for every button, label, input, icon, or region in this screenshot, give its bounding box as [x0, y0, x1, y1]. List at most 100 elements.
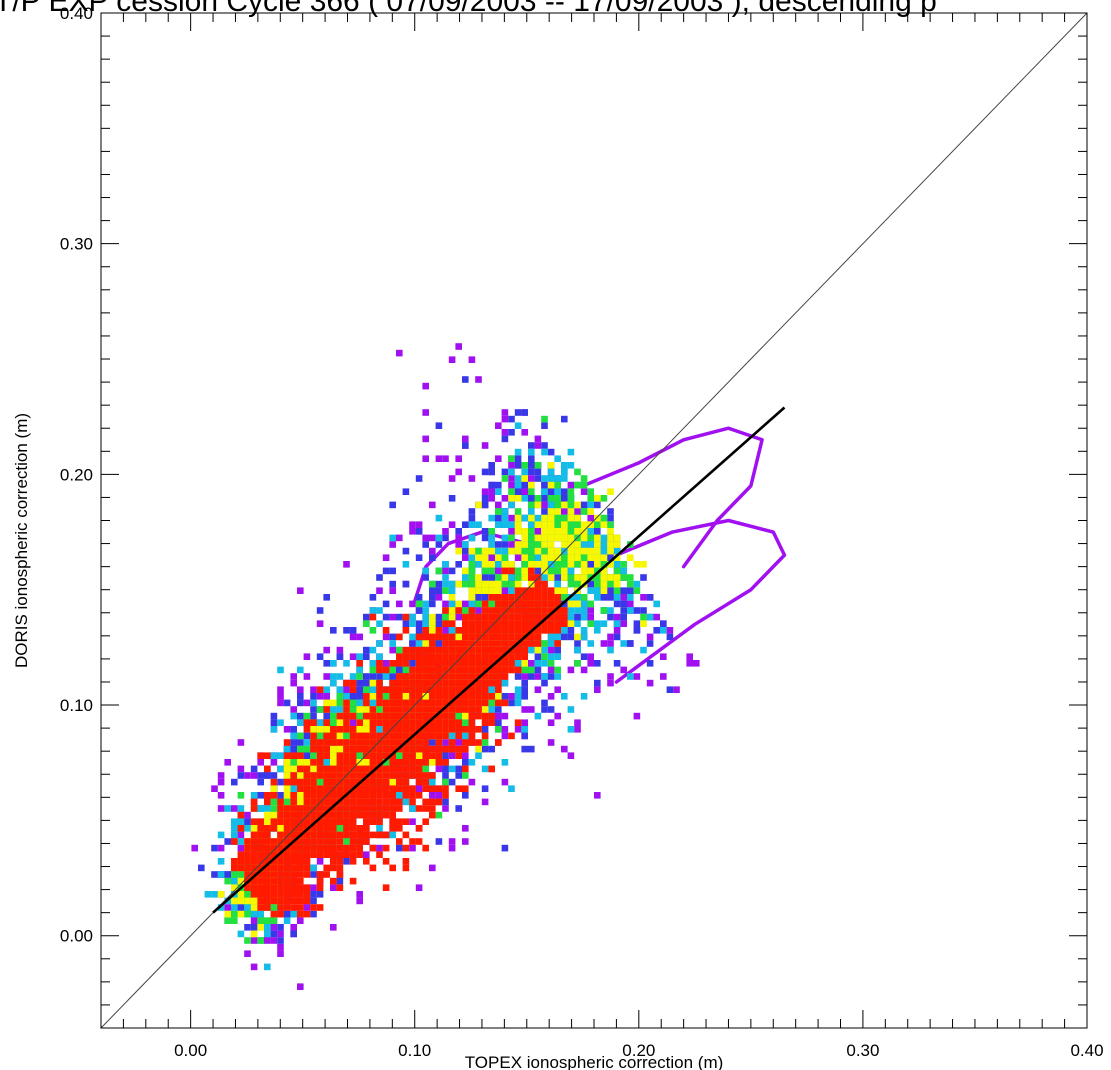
- scatter-point-red: [277, 884, 284, 891]
- scatter-point-yellow: [495, 554, 502, 561]
- scatter-point-red: [290, 844, 297, 852]
- scatter-point-green: [514, 574, 522, 581]
- scatter-point-red: [330, 851, 337, 858]
- scatter-point-red: [488, 640, 495, 647]
- scatter-point-violet: [422, 534, 429, 542]
- scatter-point-cyan: [600, 547, 608, 555]
- scatter-point-cyan: [653, 600, 660, 608]
- scatter-point-red: [435, 679, 443, 687]
- scatter-point-red: [376, 759, 383, 766]
- scatter-point-blue: [514, 409, 522, 416]
- scatter-point-green: [462, 607, 469, 614]
- scatter-point-red: [415, 745, 423, 753]
- x-axis-label: TOPEX ionospheric correction (m): [465, 1053, 724, 1070]
- scatter-point-red: [376, 686, 383, 693]
- scatter-point-yellow: [613, 534, 621, 542]
- scatter-point-blue: [666, 686, 674, 693]
- scatter-point-blue: [534, 475, 542, 482]
- scatter-point-red: [297, 864, 304, 872]
- scatter-point-violet: [435, 455, 443, 462]
- scatter-point-cyan: [356, 666, 363, 674]
- scatter-point-cyan: [369, 660, 377, 667]
- scatter-point-red: [415, 825, 423, 832]
- scatter-point-yellow: [600, 587, 608, 594]
- scatter-point-green: [620, 561, 627, 568]
- scatter-point-cyan: [574, 620, 581, 627]
- scatter-point-red: [422, 772, 429, 779]
- scatter-point-red: [541, 600, 548, 608]
- scatter-point-green: [382, 759, 390, 766]
- scatter-point-cyan: [442, 580, 449, 588]
- scatter-point-violet: [547, 739, 555, 746]
- scatter-point-green: [231, 871, 238, 878]
- scatter-point-violet: [277, 943, 284, 951]
- scatter-point-red: [396, 778, 403, 786]
- scatter-point-violet: [587, 607, 594, 614]
- scatter-point-blue: [462, 759, 469, 766]
- scatter-point-red: [356, 785, 363, 792]
- scatter-point-red: [402, 858, 410, 865]
- scatter-point-green: [488, 567, 495, 575]
- scatter-point-violet: [495, 712, 502, 720]
- scatter-point-red: [402, 818, 410, 825]
- scatter-point-red: [495, 699, 502, 707]
- scatter-point-yellow: [468, 594, 476, 601]
- scatter-point-cyan: [640, 646, 647, 654]
- scatter-point-red: [501, 627, 509, 634]
- scatter-point-yellow: [363, 759, 370, 766]
- scatter-point-violet: [534, 528, 542, 535]
- scatter-point-green: [303, 745, 311, 753]
- scatter-point-green: [580, 481, 588, 489]
- scatter-point-red: [303, 851, 311, 858]
- scatter-point-blue: [521, 679, 528, 687]
- scatter-point-red: [422, 818, 429, 825]
- scatter-point-blue: [455, 528, 462, 535]
- scatter-point-red: [310, 759, 317, 766]
- scatter-point-red: [343, 765, 350, 773]
- scatter-point-red: [501, 600, 509, 608]
- scatter-point-red: [415, 732, 423, 740]
- scatter-point-red: [349, 732, 357, 740]
- scatter-point-yellow: [547, 574, 555, 581]
- scatter-point-blue: [323, 712, 330, 720]
- scatter-point-red: [409, 726, 416, 733]
- scatter-point-red: [316, 904, 324, 911]
- scatter-point-cyan: [402, 561, 410, 568]
- scatter-point-red: [303, 805, 311, 812]
- scatter-point-blue: [442, 752, 449, 759]
- scatter-point-red: [316, 838, 324, 845]
- scatter-point-blue: [402, 547, 410, 555]
- scatter-point-red: [356, 660, 363, 667]
- scatter-point-red: [514, 607, 522, 614]
- scatter-point-blue: [620, 613, 627, 621]
- scatter-point-red: [402, 699, 410, 707]
- scatter-point-violet: [521, 673, 528, 680]
- scatter-point-red: [534, 600, 542, 608]
- scatter-point-red: [495, 613, 502, 621]
- scatter-point-red: [396, 653, 403, 660]
- scatter-point-cyan: [422, 607, 429, 614]
- scatter-point-blue: [528, 468, 535, 476]
- scatter-point-cyan: [330, 660, 337, 667]
- scatter-point-green: [363, 620, 370, 627]
- scatter-point-blue: [514, 455, 522, 462]
- scatter-point-blue: [415, 475, 423, 482]
- scatter-point-yellow: [574, 501, 581, 509]
- scatter-point-blue: [580, 501, 588, 509]
- scatter-point-red: [376, 679, 383, 687]
- scatter-point-violet: [462, 554, 469, 561]
- scatter-point-red: [389, 726, 396, 733]
- scatter-point-violet: [534, 442, 542, 449]
- scatter-point-red: [382, 772, 390, 779]
- scatter-point-red: [514, 719, 522, 726]
- scatter-point-violet: [587, 653, 594, 660]
- scatter-point-red: [422, 785, 429, 792]
- scatter-point-yellow: [514, 528, 522, 535]
- scatter-point-green: [514, 508, 522, 515]
- scatter-point-red: [283, 884, 291, 891]
- scatter-point-cyan: [587, 541, 594, 548]
- scatter-point-red: [297, 811, 304, 819]
- scatter-point-green: [567, 528, 575, 535]
- scatter-point-red: [528, 567, 535, 575]
- scatter-point-red: [310, 792, 317, 799]
